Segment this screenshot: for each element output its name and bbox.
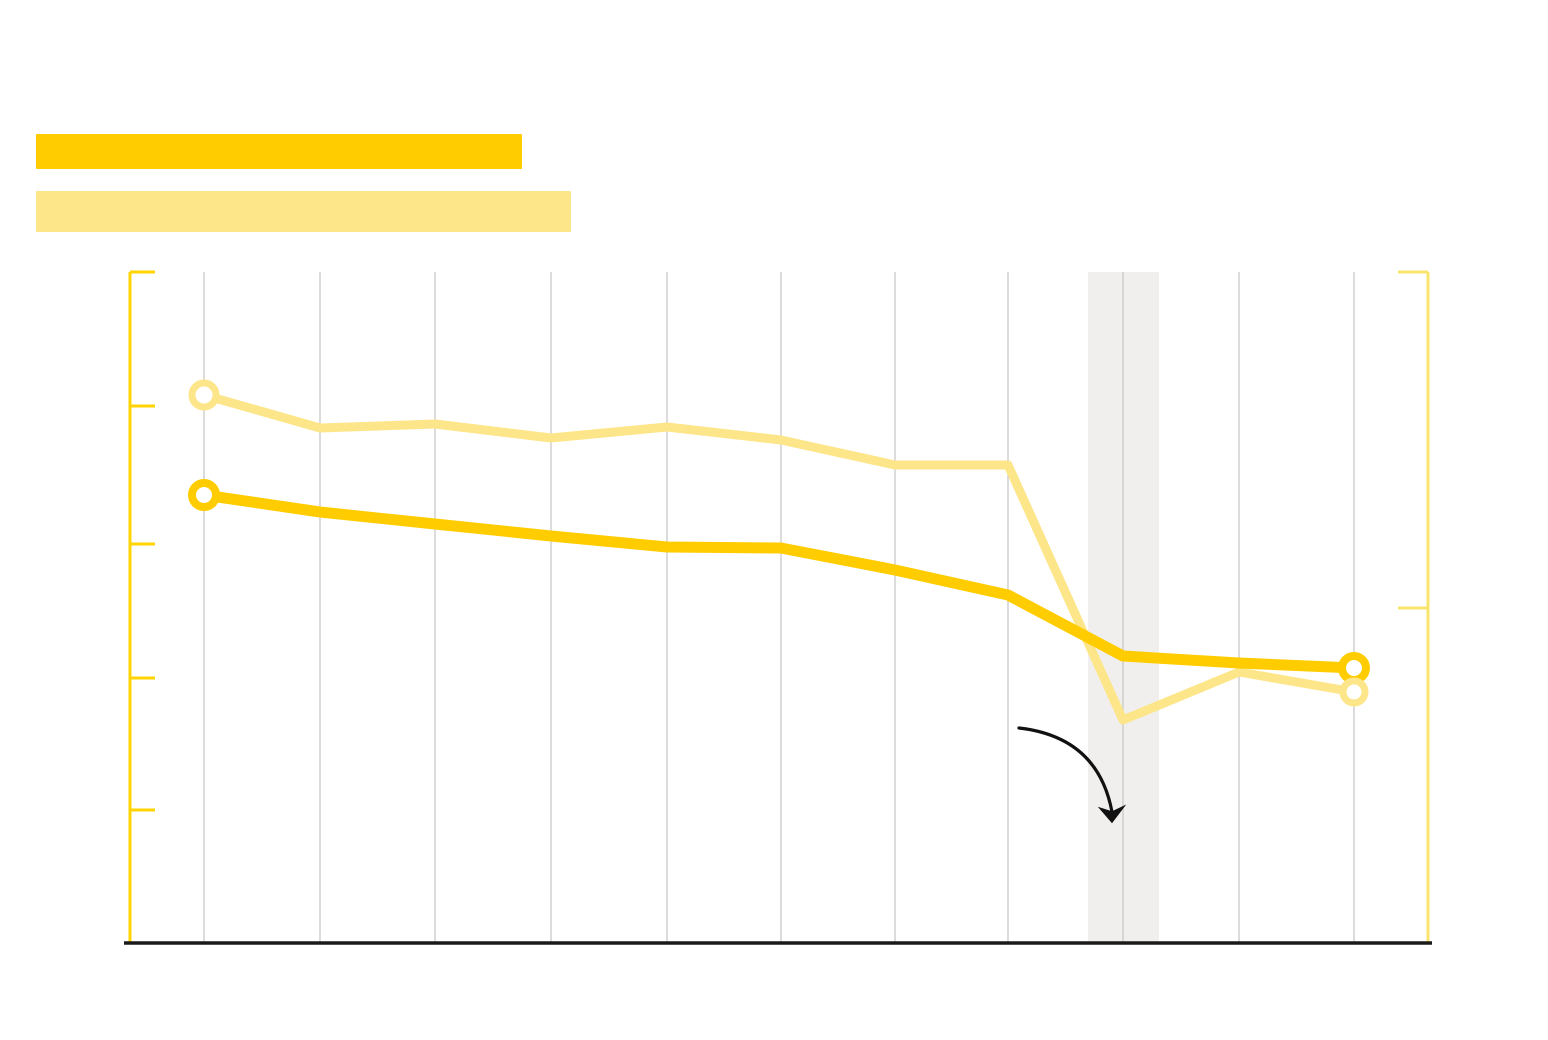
axis-layer (124, 270, 1432, 945)
start-marker-primary (188, 479, 220, 511)
series-secondary-light (199, 390, 1359, 725)
marker-layer (188, 379, 1370, 707)
series-primary-gold (198, 489, 1360, 674)
series-layer (198, 390, 1360, 725)
decline-arrow-curve (1017, 726, 1114, 814)
title-redacted-block (36, 134, 522, 169)
gridline-layer (203, 272, 1355, 943)
end-marker-primary (1338, 652, 1370, 684)
decline-arrow-head (1097, 804, 1127, 824)
annotation-layer (1017, 726, 1127, 824)
end-marker-secondary (1339, 677, 1369, 707)
start-marker-secondary (188, 379, 220, 411)
subtitle-redacted-block (36, 191, 571, 232)
